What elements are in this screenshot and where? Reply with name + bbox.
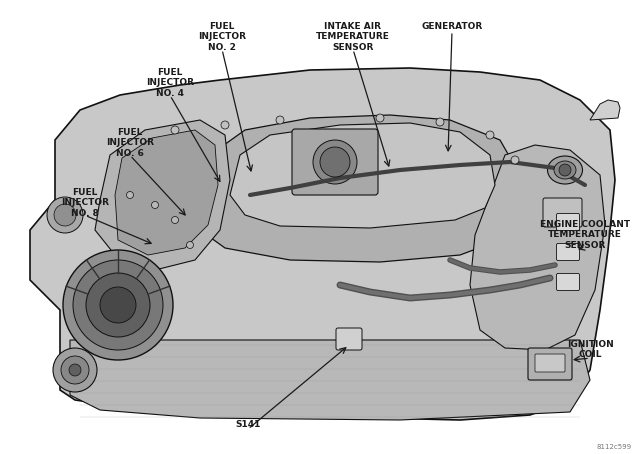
Circle shape: [276, 116, 284, 124]
Circle shape: [186, 242, 193, 248]
Circle shape: [47, 197, 83, 233]
FancyBboxPatch shape: [557, 243, 579, 261]
Circle shape: [511, 156, 519, 164]
Text: GENERATOR: GENERATOR: [421, 22, 483, 31]
Circle shape: [86, 273, 150, 337]
Circle shape: [376, 114, 384, 122]
Circle shape: [313, 140, 357, 184]
Circle shape: [221, 121, 229, 129]
Circle shape: [54, 204, 76, 226]
Circle shape: [73, 260, 163, 350]
Polygon shape: [95, 120, 230, 270]
Polygon shape: [230, 123, 495, 228]
Polygon shape: [195, 115, 520, 262]
Circle shape: [61, 356, 89, 384]
FancyBboxPatch shape: [543, 198, 582, 227]
Polygon shape: [70, 340, 590, 420]
Text: FUEL
INJECTOR
NO. 4: FUEL INJECTOR NO. 4: [146, 68, 194, 98]
Circle shape: [172, 217, 179, 223]
FancyBboxPatch shape: [557, 213, 579, 231]
Circle shape: [100, 287, 136, 323]
Circle shape: [559, 164, 571, 176]
Circle shape: [320, 147, 350, 177]
Ellipse shape: [547, 156, 582, 184]
Text: 8112c599: 8112c599: [597, 444, 632, 450]
FancyBboxPatch shape: [292, 129, 378, 195]
Polygon shape: [590, 100, 620, 120]
Circle shape: [436, 118, 444, 126]
Text: FUEL
INJECTOR
NO. 8: FUEL INJECTOR NO. 8: [61, 188, 109, 218]
Circle shape: [486, 131, 494, 139]
Text: IGNITION
COIL: IGNITION COIL: [566, 340, 613, 360]
Text: FUEL
INJECTOR
NO. 6: FUEL INJECTOR NO. 6: [106, 128, 154, 158]
Circle shape: [171, 126, 179, 134]
Circle shape: [69, 364, 81, 376]
Polygon shape: [115, 130, 218, 255]
Circle shape: [53, 348, 97, 392]
Text: INTAKE AIR
TEMPERATURE
SENSOR: INTAKE AIR TEMPERATURE SENSOR: [316, 22, 390, 52]
Text: S141: S141: [236, 420, 260, 429]
FancyBboxPatch shape: [535, 354, 565, 372]
Circle shape: [63, 250, 173, 360]
Circle shape: [152, 202, 159, 208]
Ellipse shape: [554, 161, 576, 179]
Polygon shape: [470, 145, 605, 350]
Text: ENGINE COOLANT
TEMPERATURE
SENSOR: ENGINE COOLANT TEMPERATURE SENSOR: [540, 220, 630, 250]
Polygon shape: [30, 68, 615, 420]
FancyBboxPatch shape: [557, 273, 579, 291]
FancyBboxPatch shape: [336, 328, 362, 350]
Circle shape: [127, 192, 134, 198]
Text: FUEL
INJECTOR
NO. 2: FUEL INJECTOR NO. 2: [198, 22, 246, 52]
FancyBboxPatch shape: [528, 348, 572, 380]
